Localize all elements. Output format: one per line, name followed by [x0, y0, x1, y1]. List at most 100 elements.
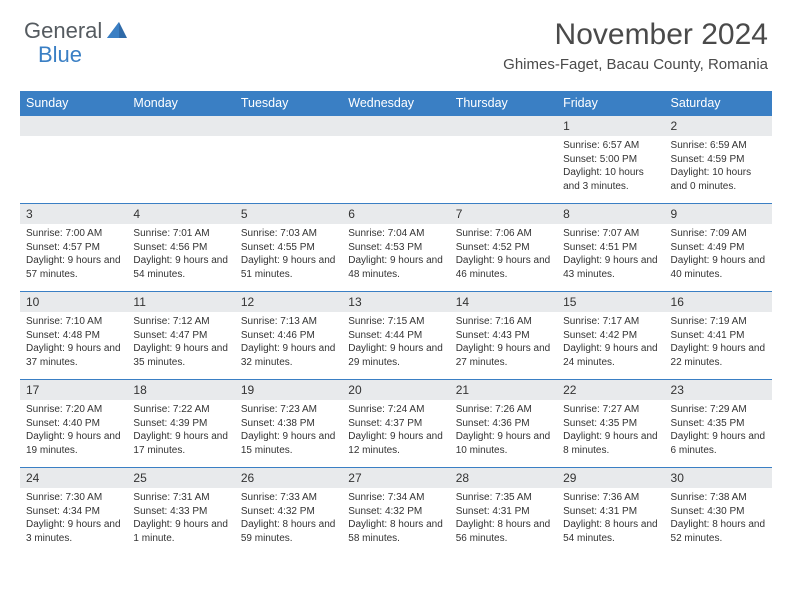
day-number: 1: [557, 116, 664, 136]
day-details: Sunrise: 7:31 AMSunset: 4:33 PMDaylight:…: [127, 488, 234, 548]
calendar-cell: 24Sunrise: 7:30 AMSunset: 4:34 PMDayligh…: [20, 468, 127, 556]
sunset-text: Sunset: 4:47 PM: [133, 329, 228, 343]
day-number: 29: [557, 468, 664, 488]
calendar-cell: [342, 116, 449, 204]
day-details: Sunrise: 7:13 AMSunset: 4:46 PMDaylight:…: [235, 312, 342, 372]
sunset-text: Sunset: 4:39 PM: [133, 417, 228, 431]
day-details: Sunrise: 7:36 AMSunset: 4:31 PMDaylight:…: [557, 488, 664, 548]
day-details: Sunrise: 7:00 AMSunset: 4:57 PMDaylight:…: [20, 224, 127, 284]
day-details: Sunrise: 6:57 AMSunset: 5:00 PMDaylight:…: [557, 136, 664, 196]
brand-triangle-icon: [107, 20, 127, 43]
day-number: 3: [20, 204, 127, 224]
sunrise-text: Sunrise: 7:27 AM: [563, 403, 658, 417]
calendar-cell: 14Sunrise: 7:16 AMSunset: 4:43 PMDayligh…: [450, 292, 557, 380]
sunset-text: Sunset: 4:32 PM: [241, 505, 336, 519]
calendar-row: 1Sunrise: 6:57 AMSunset: 5:00 PMDaylight…: [20, 116, 772, 204]
sunrise-text: Sunrise: 7:38 AM: [671, 491, 766, 505]
daylight-text: Daylight: 9 hours and 17 minutes.: [133, 430, 228, 457]
day-details: Sunrise: 7:27 AMSunset: 4:35 PMDaylight:…: [557, 400, 664, 460]
sunrise-text: Sunrise: 7:20 AM: [26, 403, 121, 417]
daylight-text: Daylight: 9 hours and 1 minute.: [133, 518, 228, 545]
calendar-head: Sunday Monday Tuesday Wednesday Thursday…: [20, 91, 772, 116]
sunrise-text: Sunrise: 7:35 AM: [456, 491, 551, 505]
calendar-cell: 23Sunrise: 7:29 AMSunset: 4:35 PMDayligh…: [665, 380, 772, 468]
sunset-text: Sunset: 4:37 PM: [348, 417, 443, 431]
day-details: [127, 136, 234, 142]
daylight-text: Daylight: 9 hours and 48 minutes.: [348, 254, 443, 281]
day-details: [235, 136, 342, 142]
day-details: Sunrise: 7:33 AMSunset: 4:32 PMDaylight:…: [235, 488, 342, 548]
daylight-text: Daylight: 9 hours and 51 minutes.: [241, 254, 336, 281]
calendar-cell: [235, 116, 342, 204]
page-header: General Blue November 2024 Ghimes-Faget,…: [0, 0, 792, 81]
day-number: 15: [557, 292, 664, 312]
sunrise-text: Sunrise: 6:57 AM: [563, 139, 658, 153]
daylight-text: Daylight: 9 hours and 3 minutes.: [26, 518, 121, 545]
day-number: 13: [342, 292, 449, 312]
calendar-cell: [20, 116, 127, 204]
sunset-text: Sunset: 4:59 PM: [671, 153, 766, 167]
brand-main: General: [24, 18, 102, 44]
sunrise-text: Sunrise: 7:31 AM: [133, 491, 228, 505]
weekday-header: Tuesday: [235, 91, 342, 116]
sunset-text: Sunset: 5:00 PM: [563, 153, 658, 167]
sunset-text: Sunset: 4:35 PM: [671, 417, 766, 431]
calendar-cell: 19Sunrise: 7:23 AMSunset: 4:38 PMDayligh…: [235, 380, 342, 468]
day-details: Sunrise: 7:23 AMSunset: 4:38 PMDaylight:…: [235, 400, 342, 460]
location-subtitle: Ghimes-Faget, Bacau County, Romania: [503, 56, 768, 73]
calendar-cell: [127, 116, 234, 204]
sunset-text: Sunset: 4:34 PM: [26, 505, 121, 519]
sunset-text: Sunset: 4:46 PM: [241, 329, 336, 343]
day-number: 22: [557, 380, 664, 400]
daylight-text: Daylight: 9 hours and 12 minutes.: [348, 430, 443, 457]
day-details: [342, 136, 449, 142]
daylight-text: Daylight: 9 hours and 29 minutes.: [348, 342, 443, 369]
weekday-header: Saturday: [665, 91, 772, 116]
day-number: 4: [127, 204, 234, 224]
calendar-cell: 22Sunrise: 7:27 AMSunset: 4:35 PMDayligh…: [557, 380, 664, 468]
day-details: Sunrise: 7:24 AMSunset: 4:37 PMDaylight:…: [342, 400, 449, 460]
calendar-cell: 28Sunrise: 7:35 AMSunset: 4:31 PMDayligh…: [450, 468, 557, 556]
day-number: 9: [665, 204, 772, 224]
day-details: Sunrise: 7:09 AMSunset: 4:49 PMDaylight:…: [665, 224, 772, 284]
day-details: Sunrise: 7:06 AMSunset: 4:52 PMDaylight:…: [450, 224, 557, 284]
daylight-text: Daylight: 10 hours and 0 minutes.: [671, 166, 766, 193]
day-number: 11: [127, 292, 234, 312]
day-number: [450, 116, 557, 136]
day-details: Sunrise: 7:16 AMSunset: 4:43 PMDaylight:…: [450, 312, 557, 372]
day-number: [127, 116, 234, 136]
day-details: Sunrise: 7:12 AMSunset: 4:47 PMDaylight:…: [127, 312, 234, 372]
day-details: Sunrise: 7:17 AMSunset: 4:42 PMDaylight:…: [557, 312, 664, 372]
sunrise-text: Sunrise: 6:59 AM: [671, 139, 766, 153]
sunset-text: Sunset: 4:38 PM: [241, 417, 336, 431]
sunset-text: Sunset: 4:55 PM: [241, 241, 336, 255]
sunrise-text: Sunrise: 7:06 AM: [456, 227, 551, 241]
day-number: 5: [235, 204, 342, 224]
calendar-cell: 7Sunrise: 7:06 AMSunset: 4:52 PMDaylight…: [450, 204, 557, 292]
day-number: 18: [127, 380, 234, 400]
calendar-row: 17Sunrise: 7:20 AMSunset: 4:40 PMDayligh…: [20, 380, 772, 468]
daylight-text: Daylight: 9 hours and 10 minutes.: [456, 430, 551, 457]
weekday-header: Monday: [127, 91, 234, 116]
sunrise-text: Sunrise: 7:34 AM: [348, 491, 443, 505]
sunrise-text: Sunrise: 7:33 AM: [241, 491, 336, 505]
daylight-text: Daylight: 8 hours and 52 minutes.: [671, 518, 766, 545]
daylight-text: Daylight: 8 hours and 56 minutes.: [456, 518, 551, 545]
sunrise-text: Sunrise: 7:03 AM: [241, 227, 336, 241]
day-number: 8: [557, 204, 664, 224]
weekday-header: Thursday: [450, 91, 557, 116]
calendar-cell: 6Sunrise: 7:04 AMSunset: 4:53 PMDaylight…: [342, 204, 449, 292]
sunrise-text: Sunrise: 7:23 AM: [241, 403, 336, 417]
calendar-cell: 3Sunrise: 7:00 AMSunset: 4:57 PMDaylight…: [20, 204, 127, 292]
day-details: Sunrise: 7:04 AMSunset: 4:53 PMDaylight:…: [342, 224, 449, 284]
day-details: Sunrise: 7:07 AMSunset: 4:51 PMDaylight:…: [557, 224, 664, 284]
daylight-text: Daylight: 8 hours and 59 minutes.: [241, 518, 336, 545]
weekday-header: Sunday: [20, 91, 127, 116]
calendar-cell: 27Sunrise: 7:34 AMSunset: 4:32 PMDayligh…: [342, 468, 449, 556]
sunset-text: Sunset: 4:48 PM: [26, 329, 121, 343]
sunrise-text: Sunrise: 7:07 AM: [563, 227, 658, 241]
day-details: Sunrise: 7:19 AMSunset: 4:41 PMDaylight:…: [665, 312, 772, 372]
day-number: 30: [665, 468, 772, 488]
day-number: 17: [20, 380, 127, 400]
sunset-text: Sunset: 4:31 PM: [456, 505, 551, 519]
